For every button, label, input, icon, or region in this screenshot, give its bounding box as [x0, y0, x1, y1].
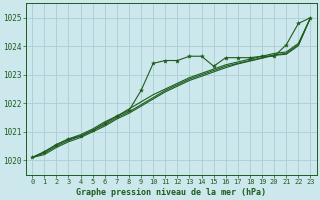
- X-axis label: Graphe pression niveau de la mer (hPa): Graphe pression niveau de la mer (hPa): [76, 188, 266, 197]
